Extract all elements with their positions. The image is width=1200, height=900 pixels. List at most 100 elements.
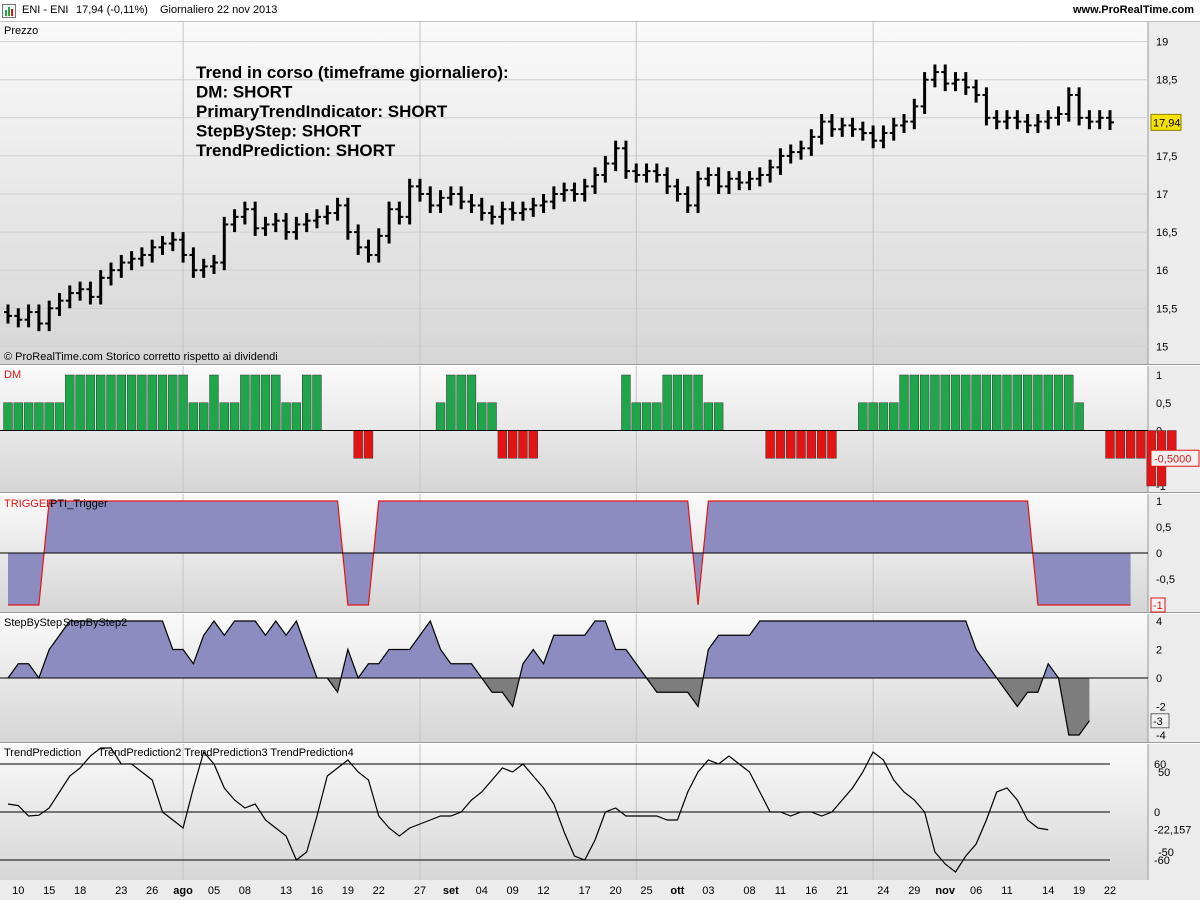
price-bar — [889, 117, 898, 141]
price-bar — [488, 205, 497, 225]
price-bar — [848, 117, 857, 137]
dm-bar — [13, 402, 23, 431]
dm-bar — [631, 402, 641, 431]
price-bar — [220, 216, 229, 271]
price-bar — [1013, 110, 1022, 130]
x-tick-label: set — [443, 885, 459, 897]
price-tick-label: 16,5 — [1156, 227, 1177, 239]
x-tick-label: 17 — [579, 885, 591, 897]
dm-bar — [1125, 430, 1136, 459]
x-tick-label: 15 — [43, 885, 55, 897]
price-bar — [529, 197, 538, 217]
trigger-panel-subtitle: PTI_Trigger — [50, 498, 108, 510]
x-tick-label: 11 — [1001, 885, 1012, 897]
stepbystep-last-tag — [1150, 713, 1170, 729]
x-tick-label: 09 — [507, 885, 519, 897]
price-bar — [539, 194, 548, 214]
price-bar — [24, 304, 33, 328]
dm-bar — [930, 374, 940, 431]
dm-bar — [44, 402, 54, 431]
dm-bar — [75, 374, 85, 431]
price-bar — [34, 304, 43, 332]
dm-bar — [981, 374, 992, 431]
price-bar — [137, 247, 146, 267]
chart-type-icon — [2, 4, 16, 18]
price-bar — [1003, 110, 1012, 130]
price-bar — [45, 300, 54, 332]
x-tick-label: 04 — [476, 885, 488, 897]
trend-annotation-line: StepByStep: SHORT — [196, 122, 362, 141]
price-bar — [766, 159, 775, 183]
price-bar — [415, 178, 424, 202]
axis-background — [1148, 22, 1200, 364]
price-bar — [1106, 110, 1114, 130]
last-price-label: 17,94 — [1153, 117, 1181, 129]
dm-bar — [786, 430, 796, 459]
dm-bar — [126, 374, 137, 431]
price-bar — [611, 140, 620, 172]
price-bar — [807, 129, 816, 156]
price-bar — [694, 171, 703, 214]
price-bar — [302, 213, 311, 233]
price-bar — [385, 201, 394, 244]
x-tick-label: 08 — [239, 885, 251, 897]
price-bar — [910, 98, 919, 130]
price-bar — [467, 194, 476, 214]
price-bar — [1095, 110, 1104, 130]
dm-bar — [683, 374, 693, 431]
dm-bar — [1064, 374, 1074, 431]
dm-bar — [178, 374, 188, 431]
price-bar — [117, 254, 126, 278]
price-bar — [240, 201, 249, 225]
dm-bar — [34, 402, 44, 431]
x-tick-label: 10 — [12, 885, 24, 897]
dm-bar — [446, 374, 456, 431]
price-bar — [14, 308, 23, 328]
price-bar — [786, 144, 795, 164]
price-bar — [436, 190, 445, 214]
dm-bar — [507, 430, 518, 459]
dm-bar — [487, 402, 497, 431]
trendprediction-line — [7, 747, 1049, 873]
x-tick-label: 13 — [280, 885, 292, 897]
price-bar — [982, 87, 991, 126]
price-bar — [446, 186, 455, 206]
x-tick-label: 06 — [970, 885, 982, 897]
trend-annotation-line: DM: SHORT — [196, 83, 293, 102]
x-tick-label: 03 — [702, 885, 714, 897]
price-bar — [745, 171, 754, 191]
price-bar — [148, 239, 157, 263]
dm-bar — [868, 402, 878, 431]
dm-bar — [889, 402, 899, 431]
x-tick-label: 29 — [908, 885, 920, 897]
stepbystep-tick-label: -2 — [1156, 702, 1166, 714]
dm-bar — [260, 374, 271, 431]
dm-bar — [1074, 402, 1084, 431]
price-bar — [323, 205, 332, 225]
price-bar — [961, 72, 970, 95]
dm-bar — [992, 374, 1002, 431]
dm-bar — [209, 374, 219, 431]
price-bar — [312, 209, 321, 229]
dm-bar — [147, 374, 157, 431]
price-bar — [96, 270, 105, 305]
dm-bar — [1053, 374, 1064, 431]
dm-bar — [971, 374, 981, 431]
x-tick-label: 25 — [640, 885, 652, 897]
dm-bar — [65, 374, 75, 431]
dm-bar — [919, 374, 930, 431]
x-tick-label: 19 — [342, 885, 354, 897]
dm-bar — [703, 402, 714, 431]
chart-area: 15 15,5 16 16,5 17 17,5 18 18,5 19 Prezzo © ProRea… — [0, 22, 1200, 900]
dm-bar — [85, 374, 96, 431]
price-bar — [632, 163, 641, 183]
price-bar — [735, 171, 744, 191]
site-link[interactable]: www.ProRealTime.com — [1072, 4, 1194, 16]
price-bar — [1023, 114, 1032, 134]
dm-bar — [662, 374, 672, 431]
trend-annotation-line: TrendPrediction: SHORT — [196, 141, 396, 160]
dm-bar — [961, 374, 971, 431]
price-bar — [570, 182, 579, 202]
price-bar — [755, 167, 764, 187]
dm-bar — [652, 402, 662, 431]
